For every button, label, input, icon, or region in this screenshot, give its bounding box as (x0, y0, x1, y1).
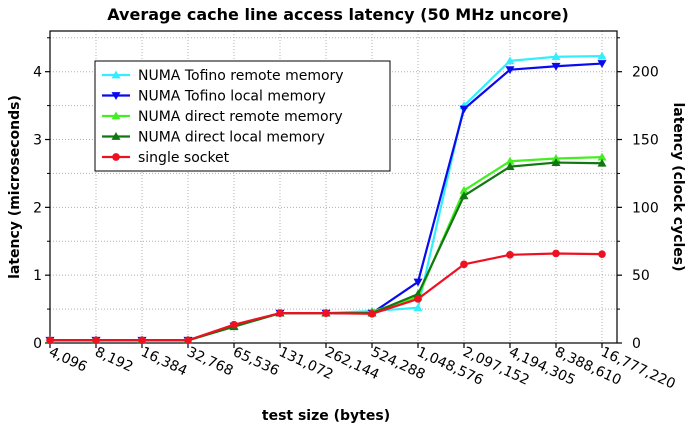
chart-title: Average cache line access latency (50 MH… (107, 5, 569, 24)
data-point (597, 158, 607, 167)
legend: NUMA Tofino remote memory NUMA Tofino loc… (94, 60, 391, 172)
legend-box (94, 60, 391, 172)
legend-item: NUMA direct local memory (102, 130, 325, 146)
legend-item: NUMA direct remote memory (102, 109, 343, 125)
data-point (459, 185, 469, 194)
legend-label: NUMA Tofino local memory (138, 89, 326, 105)
x-tick-label: 65,536 (230, 344, 281, 379)
y-axis-left: 0 1 2 3 4 (33, 37, 50, 352)
data-point (552, 249, 560, 258)
y2-tick-label: 150 (632, 133, 659, 149)
x-tick-label: 16,384 (138, 344, 189, 379)
data-point (322, 309, 330, 317)
data-point (92, 336, 100, 345)
legend-label: NUMA direct local memory (138, 130, 325, 146)
legend-item: NUMA Tofino local memory (102, 89, 326, 105)
data-point (413, 303, 423, 312)
data-point (111, 132, 121, 140)
data-point (505, 56, 515, 65)
legend-label: NUMA direct remote memory (138, 109, 343, 125)
y-tick-label: 0 (33, 336, 42, 352)
data-point (184, 336, 192, 345)
data-point (597, 152, 607, 161)
data-point (459, 105, 469, 114)
y2-tick-label: 100 (632, 200, 659, 216)
data-point (551, 52, 561, 61)
data-point (414, 295, 422, 303)
plot-frame (49, 30, 618, 344)
data-point (112, 153, 120, 161)
data-point (413, 278, 423, 287)
y2-tick-label: 50 (632, 268, 650, 284)
y2-tick-label: 0 (632, 336, 641, 352)
y-axis-label: latency (microseconds) (7, 95, 23, 279)
y-tick-label: 1 (33, 268, 42, 284)
data-point (506, 251, 514, 259)
y-tick-label: 4 (33, 65, 42, 81)
data-point (597, 51, 607, 60)
data-point (505, 156, 515, 165)
data-point (111, 111, 121, 120)
y2-axis-label: latency (clock cycles) (670, 102, 686, 271)
y-tick-label: 3 (33, 133, 42, 149)
data-point (230, 320, 238, 329)
x-tick-label: 8,192 (92, 344, 135, 375)
legend-label: single socket (138, 150, 230, 166)
x-axis: 4,096 8,192 16,38432,76865,536131,072262,1… (46, 343, 678, 393)
data-point (505, 66, 515, 75)
data-point (505, 162, 515, 171)
series-layer (45, 51, 607, 345)
x-axis-label: test size (bytes) (262, 408, 390, 424)
y-tick-label: 2 (33, 200, 42, 216)
series-single-socket (46, 249, 606, 345)
data-point (138, 336, 146, 345)
data-point (551, 154, 561, 162)
data-point (413, 289, 423, 298)
x-tick-label: 32,768 (184, 344, 235, 379)
data-point (597, 60, 607, 69)
data-point (551, 158, 561, 166)
data-point (598, 250, 606, 258)
data-point (459, 191, 469, 200)
legend-label: NUMA Tofino remote memory (138, 68, 344, 84)
y-axis-right: 0 50 100 150 200 (617, 37, 659, 352)
data-point (460, 260, 468, 269)
legend-item: NUMA Tofino remote memory (102, 68, 344, 84)
x-tick-label: 4,096 (46, 344, 89, 375)
y2-tick-label: 200 (632, 65, 659, 81)
data-point (368, 310, 376, 318)
series-line (50, 252, 603, 342)
legend-item: single socket (102, 150, 230, 166)
data-point (46, 336, 54, 345)
data-point (111, 70, 121, 79)
data-point (551, 62, 561, 71)
data-point (111, 92, 121, 100)
data-point (276, 309, 284, 317)
